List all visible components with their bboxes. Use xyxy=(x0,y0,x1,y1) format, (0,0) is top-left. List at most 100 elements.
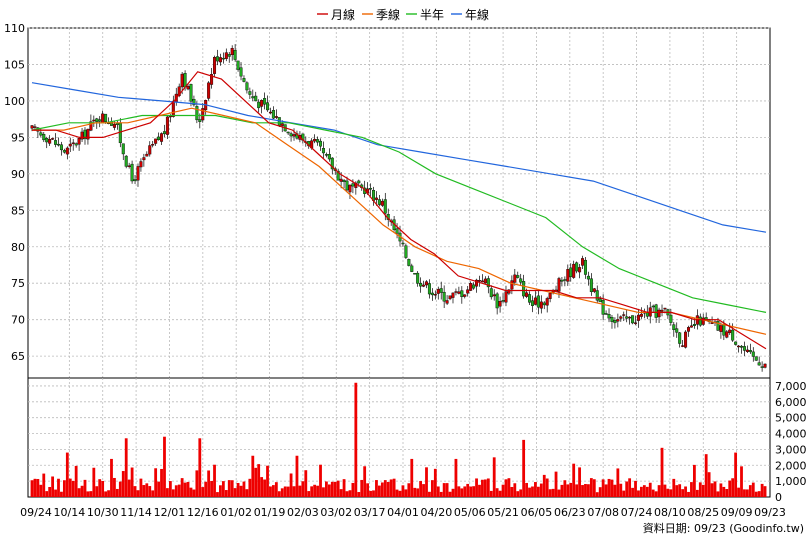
candle-body xyxy=(581,258,585,266)
volume-bar xyxy=(133,486,137,497)
candle-body xyxy=(321,148,325,154)
x-tick-label: 06/05 xyxy=(521,506,553,519)
volume-bar xyxy=(631,487,634,497)
volume-bar xyxy=(613,484,617,497)
volume-bar xyxy=(651,489,655,497)
candle-body xyxy=(351,183,355,187)
candle-body xyxy=(619,316,623,319)
volume-bar xyxy=(86,491,90,497)
candle-body xyxy=(101,113,105,124)
volume-bar xyxy=(710,483,714,497)
candle-body xyxy=(592,288,596,292)
candle-body xyxy=(83,129,87,139)
volume-bar xyxy=(130,467,134,497)
volume-bar xyxy=(121,471,125,497)
candle-body xyxy=(613,320,617,324)
volume-bar xyxy=(298,485,302,497)
candle-body xyxy=(201,108,205,121)
candle-body xyxy=(268,111,272,114)
volume-bar xyxy=(660,447,664,497)
volume-bar xyxy=(233,488,237,497)
candle-body xyxy=(292,134,296,137)
volume-bar xyxy=(763,486,767,497)
candle-body xyxy=(607,314,611,319)
x-tick-label: 04/01 xyxy=(387,506,419,519)
candle-body xyxy=(751,351,755,357)
candle-body xyxy=(139,161,143,168)
volume-bar xyxy=(719,483,723,497)
candle-body xyxy=(448,295,452,300)
candle-body xyxy=(112,123,116,128)
candle-body xyxy=(583,259,587,275)
volume-bar xyxy=(398,490,402,497)
volume-bar xyxy=(366,483,370,497)
candle-body xyxy=(80,131,84,140)
volume-bar xyxy=(566,484,570,497)
candle-body xyxy=(475,279,479,287)
candle-body xyxy=(586,275,590,280)
volume-tick-label: 2,000 xyxy=(775,459,807,472)
volume-bar xyxy=(681,489,685,497)
candle-body xyxy=(33,126,37,128)
candle-body xyxy=(401,242,405,245)
candle-body xyxy=(186,86,190,90)
candle-body xyxy=(319,140,323,147)
candle-body xyxy=(480,280,484,283)
candle-body xyxy=(130,163,134,182)
candle-body xyxy=(548,292,552,299)
candle-body xyxy=(460,290,464,298)
volume-bar xyxy=(62,480,66,497)
candle-body xyxy=(631,315,635,324)
candle-body xyxy=(251,96,255,99)
volume-bar xyxy=(534,482,537,497)
candle-body xyxy=(740,345,744,348)
volume-bar xyxy=(469,486,473,497)
volume-bar xyxy=(407,483,411,497)
candle-body xyxy=(463,294,467,297)
volume-bar xyxy=(557,489,561,497)
volume-bar xyxy=(737,487,740,497)
volume-bar xyxy=(71,480,75,497)
volume-bar xyxy=(307,491,311,497)
volume-bar xyxy=(536,486,540,497)
volume-bar xyxy=(725,489,729,497)
volume-bar xyxy=(383,480,387,497)
candle-body xyxy=(545,298,549,306)
candle-body xyxy=(407,259,411,266)
candle-body xyxy=(369,187,373,190)
candle-body xyxy=(722,324,726,336)
volume-bar xyxy=(401,485,405,497)
candle-body xyxy=(383,199,387,214)
volume-bar xyxy=(280,488,284,497)
legend-label-quarter: 季線 xyxy=(376,7,400,22)
candle-body xyxy=(560,279,564,282)
candle-body xyxy=(657,309,661,318)
x-tick-label: 08/10 xyxy=(654,506,686,519)
candle-body xyxy=(492,294,496,297)
candle-body xyxy=(442,291,446,302)
volume-bar xyxy=(436,486,440,497)
candle-body xyxy=(563,279,567,281)
candle-body xyxy=(757,362,761,366)
candle-body xyxy=(56,143,60,146)
volume-bar xyxy=(369,490,372,497)
volume-bar xyxy=(563,480,567,497)
volume-bar xyxy=(98,479,102,497)
volume-bar xyxy=(168,481,172,497)
candle-body xyxy=(142,157,146,161)
volume-bar xyxy=(607,478,611,497)
volume-bar xyxy=(101,480,105,497)
candle-body xyxy=(327,154,331,160)
ma-half-line xyxy=(31,114,767,313)
price-tick-label: 75 xyxy=(11,277,25,290)
volume-bar xyxy=(748,485,752,497)
candle-body xyxy=(424,281,428,286)
candle-body xyxy=(280,123,284,126)
candle-body xyxy=(377,199,381,205)
volume-bar xyxy=(236,482,240,497)
volume-bar xyxy=(272,485,275,497)
candle-body xyxy=(687,327,691,332)
x-tick-label: 12/01 xyxy=(154,506,186,519)
x-tick-label: 03/02 xyxy=(320,506,352,519)
